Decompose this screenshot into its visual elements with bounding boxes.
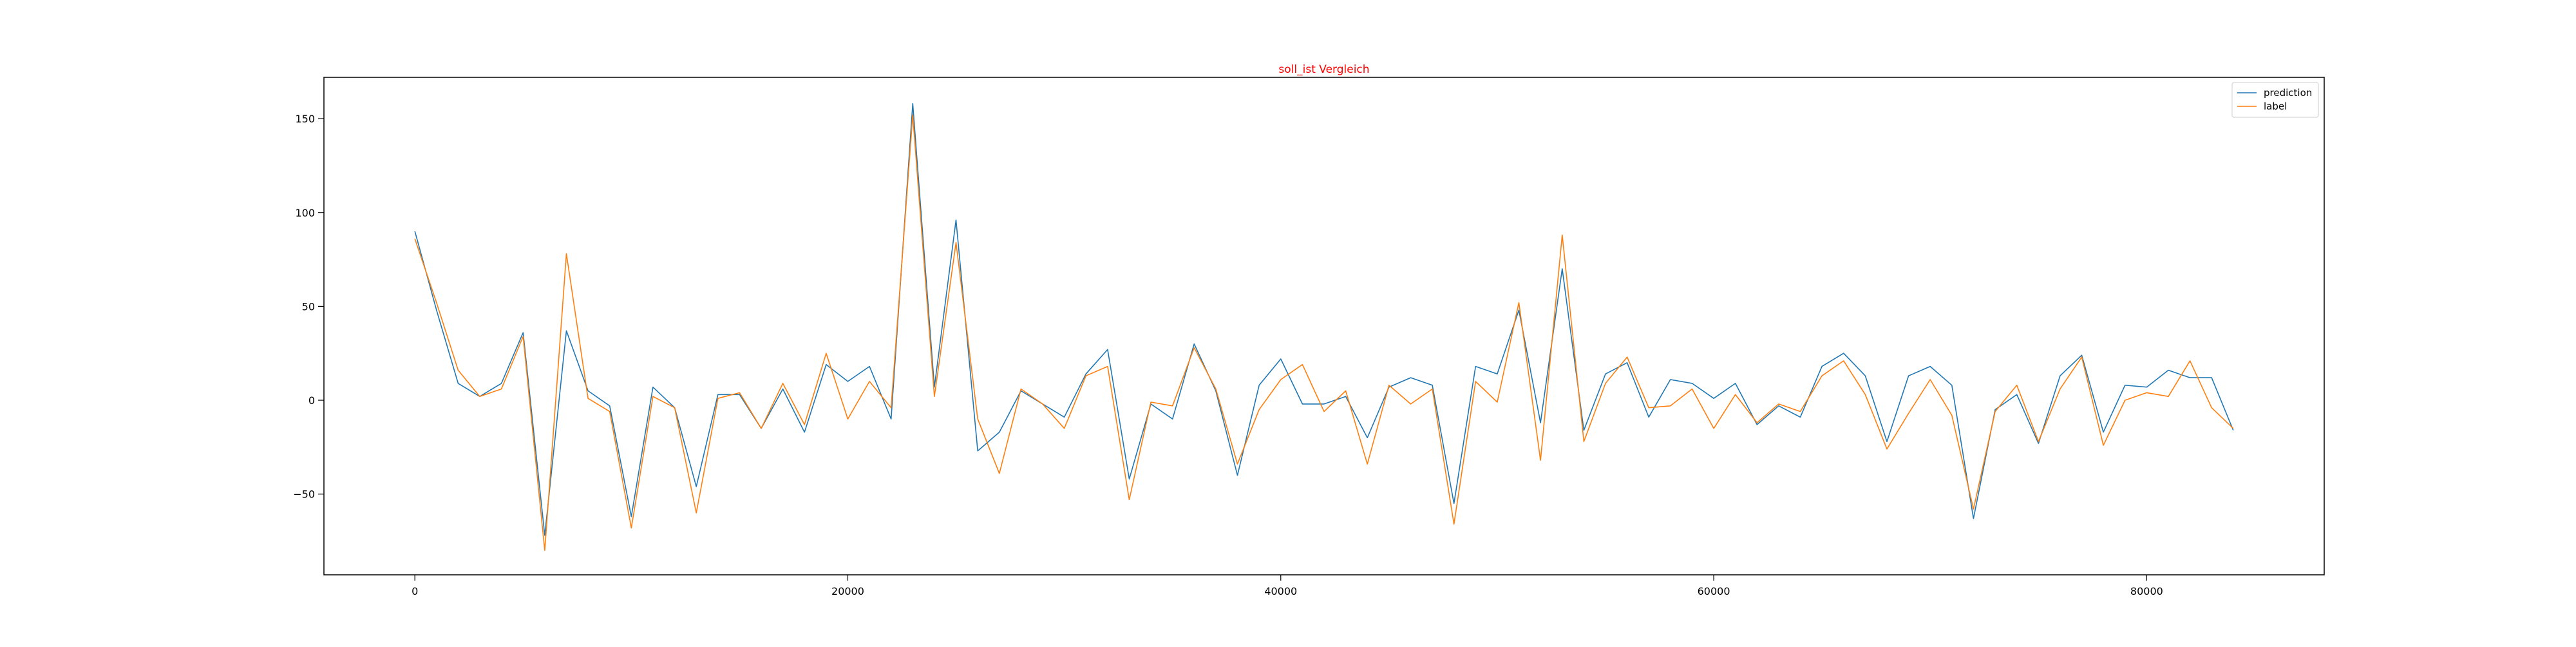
x-tick-label: 60000 (1698, 585, 1730, 597)
x-tick-label: 40000 (1264, 585, 1297, 597)
y-axis: −50 0 50 100 150 (293, 113, 324, 501)
plot-area-frame (323, 77, 2325, 575)
legend: prediction label (2231, 82, 2319, 118)
series-line-label (414, 114, 2234, 551)
x-tick-label: 20000 (831, 585, 864, 597)
y-tick-label: −50 (293, 488, 315, 501)
series-layer (414, 103, 2234, 551)
legend-label-prediction: prediction (2264, 87, 2312, 99)
x-tick-label: 80000 (2130, 585, 2163, 597)
y-tick-label: 100 (295, 207, 315, 219)
series-line-prediction (414, 103, 2234, 536)
y-tick-label: 150 (295, 113, 315, 125)
chart-title: soll_ist Vergleich (1278, 63, 1369, 76)
y-tick-label: 0 (308, 394, 315, 407)
legend-label-label: label (2264, 101, 2287, 112)
x-axis: 0 20000 40000 60000 80000 (412, 575, 2163, 597)
y-tick-label: 50 (302, 300, 315, 313)
x-tick-label: 0 (412, 585, 418, 597)
legend-box (2231, 82, 2319, 118)
